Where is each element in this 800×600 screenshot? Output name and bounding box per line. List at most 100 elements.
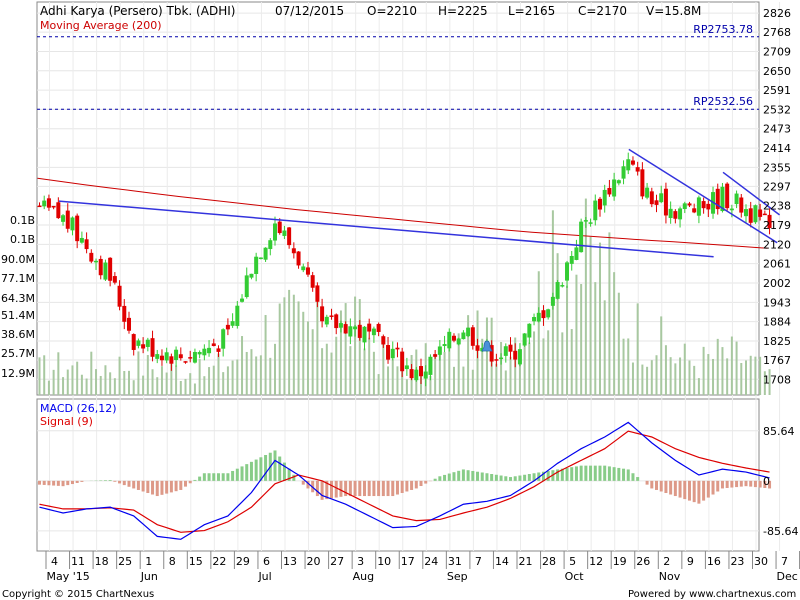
volume-bar	[179, 381, 182, 395]
volume-bar	[688, 360, 691, 395]
macd-histogram-bar	[556, 469, 560, 481]
candle-down	[409, 369, 414, 379]
candle-down	[654, 200, 659, 205]
candle-up	[61, 215, 66, 222]
volume-bar	[434, 354, 437, 395]
candle-down	[56, 202, 61, 219]
macd-histogram-bar	[61, 480, 65, 487]
candle-down	[739, 197, 744, 213]
macd-histogram-bar	[730, 480, 734, 488]
candle-down	[122, 305, 127, 322]
macd-histogram-bar	[476, 471, 480, 481]
macd-histogram-bar	[160, 480, 164, 495]
volume-bar	[175, 365, 178, 395]
volume-bar	[735, 341, 738, 395]
macd-histogram-bar	[494, 474, 498, 481]
volume-bar	[655, 355, 658, 395]
price-tick-label: 1825	[763, 335, 791, 348]
candle-down	[126, 317, 131, 331]
volume-bar	[452, 366, 455, 395]
candle-up	[428, 356, 433, 375]
volume-bar	[584, 198, 587, 395]
volume-bar	[151, 369, 154, 395]
macd-histogram-bar	[136, 480, 140, 490]
price-tick-label: 2002	[763, 277, 791, 290]
candle-up	[447, 331, 452, 349]
candle-down	[178, 354, 183, 359]
macd-line	[39, 421, 770, 540]
volume-bar	[697, 378, 700, 395]
volume-bar	[142, 375, 145, 395]
candle-up	[560, 285, 565, 287]
candle-up	[466, 327, 471, 337]
macd-histogram-bar	[287, 468, 291, 481]
macd-histogram-bar	[377, 480, 381, 497]
volume-bar	[325, 343, 328, 395]
volume-bar	[255, 356, 258, 395]
volume-bar	[730, 336, 733, 395]
price-tick-label: 2414	[763, 142, 791, 155]
candle-down	[376, 323, 381, 332]
volume-bar	[603, 300, 606, 395]
volume-bar	[754, 356, 757, 395]
volume-bar	[495, 363, 498, 395]
volume-bar	[377, 374, 380, 395]
volume-bar	[269, 357, 272, 395]
macd-histogram-bar	[42, 480, 46, 485]
candle-up	[555, 282, 560, 299]
candle-down	[381, 336, 386, 345]
macd-histogram-bar	[424, 480, 428, 484]
macd-histogram-bar	[118, 480, 122, 484]
volume-bar	[443, 352, 446, 395]
macd-histogram-bar	[66, 480, 70, 486]
volume-bar	[679, 357, 682, 395]
candle-up	[532, 317, 537, 322]
macd-histogram-bar	[122, 480, 126, 486]
price-tick-label: 1767	[763, 354, 791, 367]
candle-down	[494, 359, 499, 361]
volume-bar	[335, 336, 338, 395]
volume-bar	[57, 352, 60, 395]
volume-bar	[137, 351, 140, 395]
macd-histogram-bar	[471, 470, 475, 481]
candle-up	[612, 179, 617, 197]
volume-bar	[542, 338, 545, 395]
candle-down	[329, 315, 334, 317]
price-tick-label: 2120	[763, 238, 791, 251]
x-day-label: 18	[95, 555, 109, 568]
macd-histogram-bar	[574, 466, 578, 481]
macd-histogram-bar	[697, 480, 701, 504]
candle-up	[263, 247, 268, 260]
volume-bar	[745, 360, 747, 395]
price-tick-label: 2826	[763, 7, 791, 20]
x-day-label: 8	[169, 555, 176, 568]
volume-bar	[104, 365, 107, 395]
macd-histogram-bar	[692, 480, 696, 503]
candle-down	[75, 215, 80, 242]
volume-bar	[467, 315, 470, 395]
volume-bar	[683, 343, 686, 395]
macd-layer	[38, 421, 772, 540]
candle-down	[367, 323, 372, 332]
price-tick-label: 2768	[763, 26, 791, 39]
candle-down	[188, 357, 193, 359]
volume-bar	[641, 364, 644, 395]
candle-down	[419, 366, 424, 377]
volume-bar	[598, 242, 601, 395]
candle-up	[240, 298, 245, 302]
volume-bar	[650, 360, 653, 395]
macd-histogram-bar	[254, 459, 258, 481]
candle-down	[725, 183, 730, 209]
volume-bar	[306, 321, 309, 395]
candle-up	[197, 351, 202, 355]
macd-histogram-bar	[570, 467, 574, 481]
x-day-label: 5	[569, 555, 576, 568]
volume-bar	[664, 345, 667, 395]
candle-up	[207, 347, 212, 354]
macd-tick-label: -85.64	[763, 525, 798, 538]
candle-up	[744, 209, 748, 217]
volume-bar	[693, 365, 696, 395]
candle-down	[758, 209, 763, 217]
macd-histogram-bar	[749, 480, 753, 487]
macd-histogram-bar	[636, 477, 640, 481]
